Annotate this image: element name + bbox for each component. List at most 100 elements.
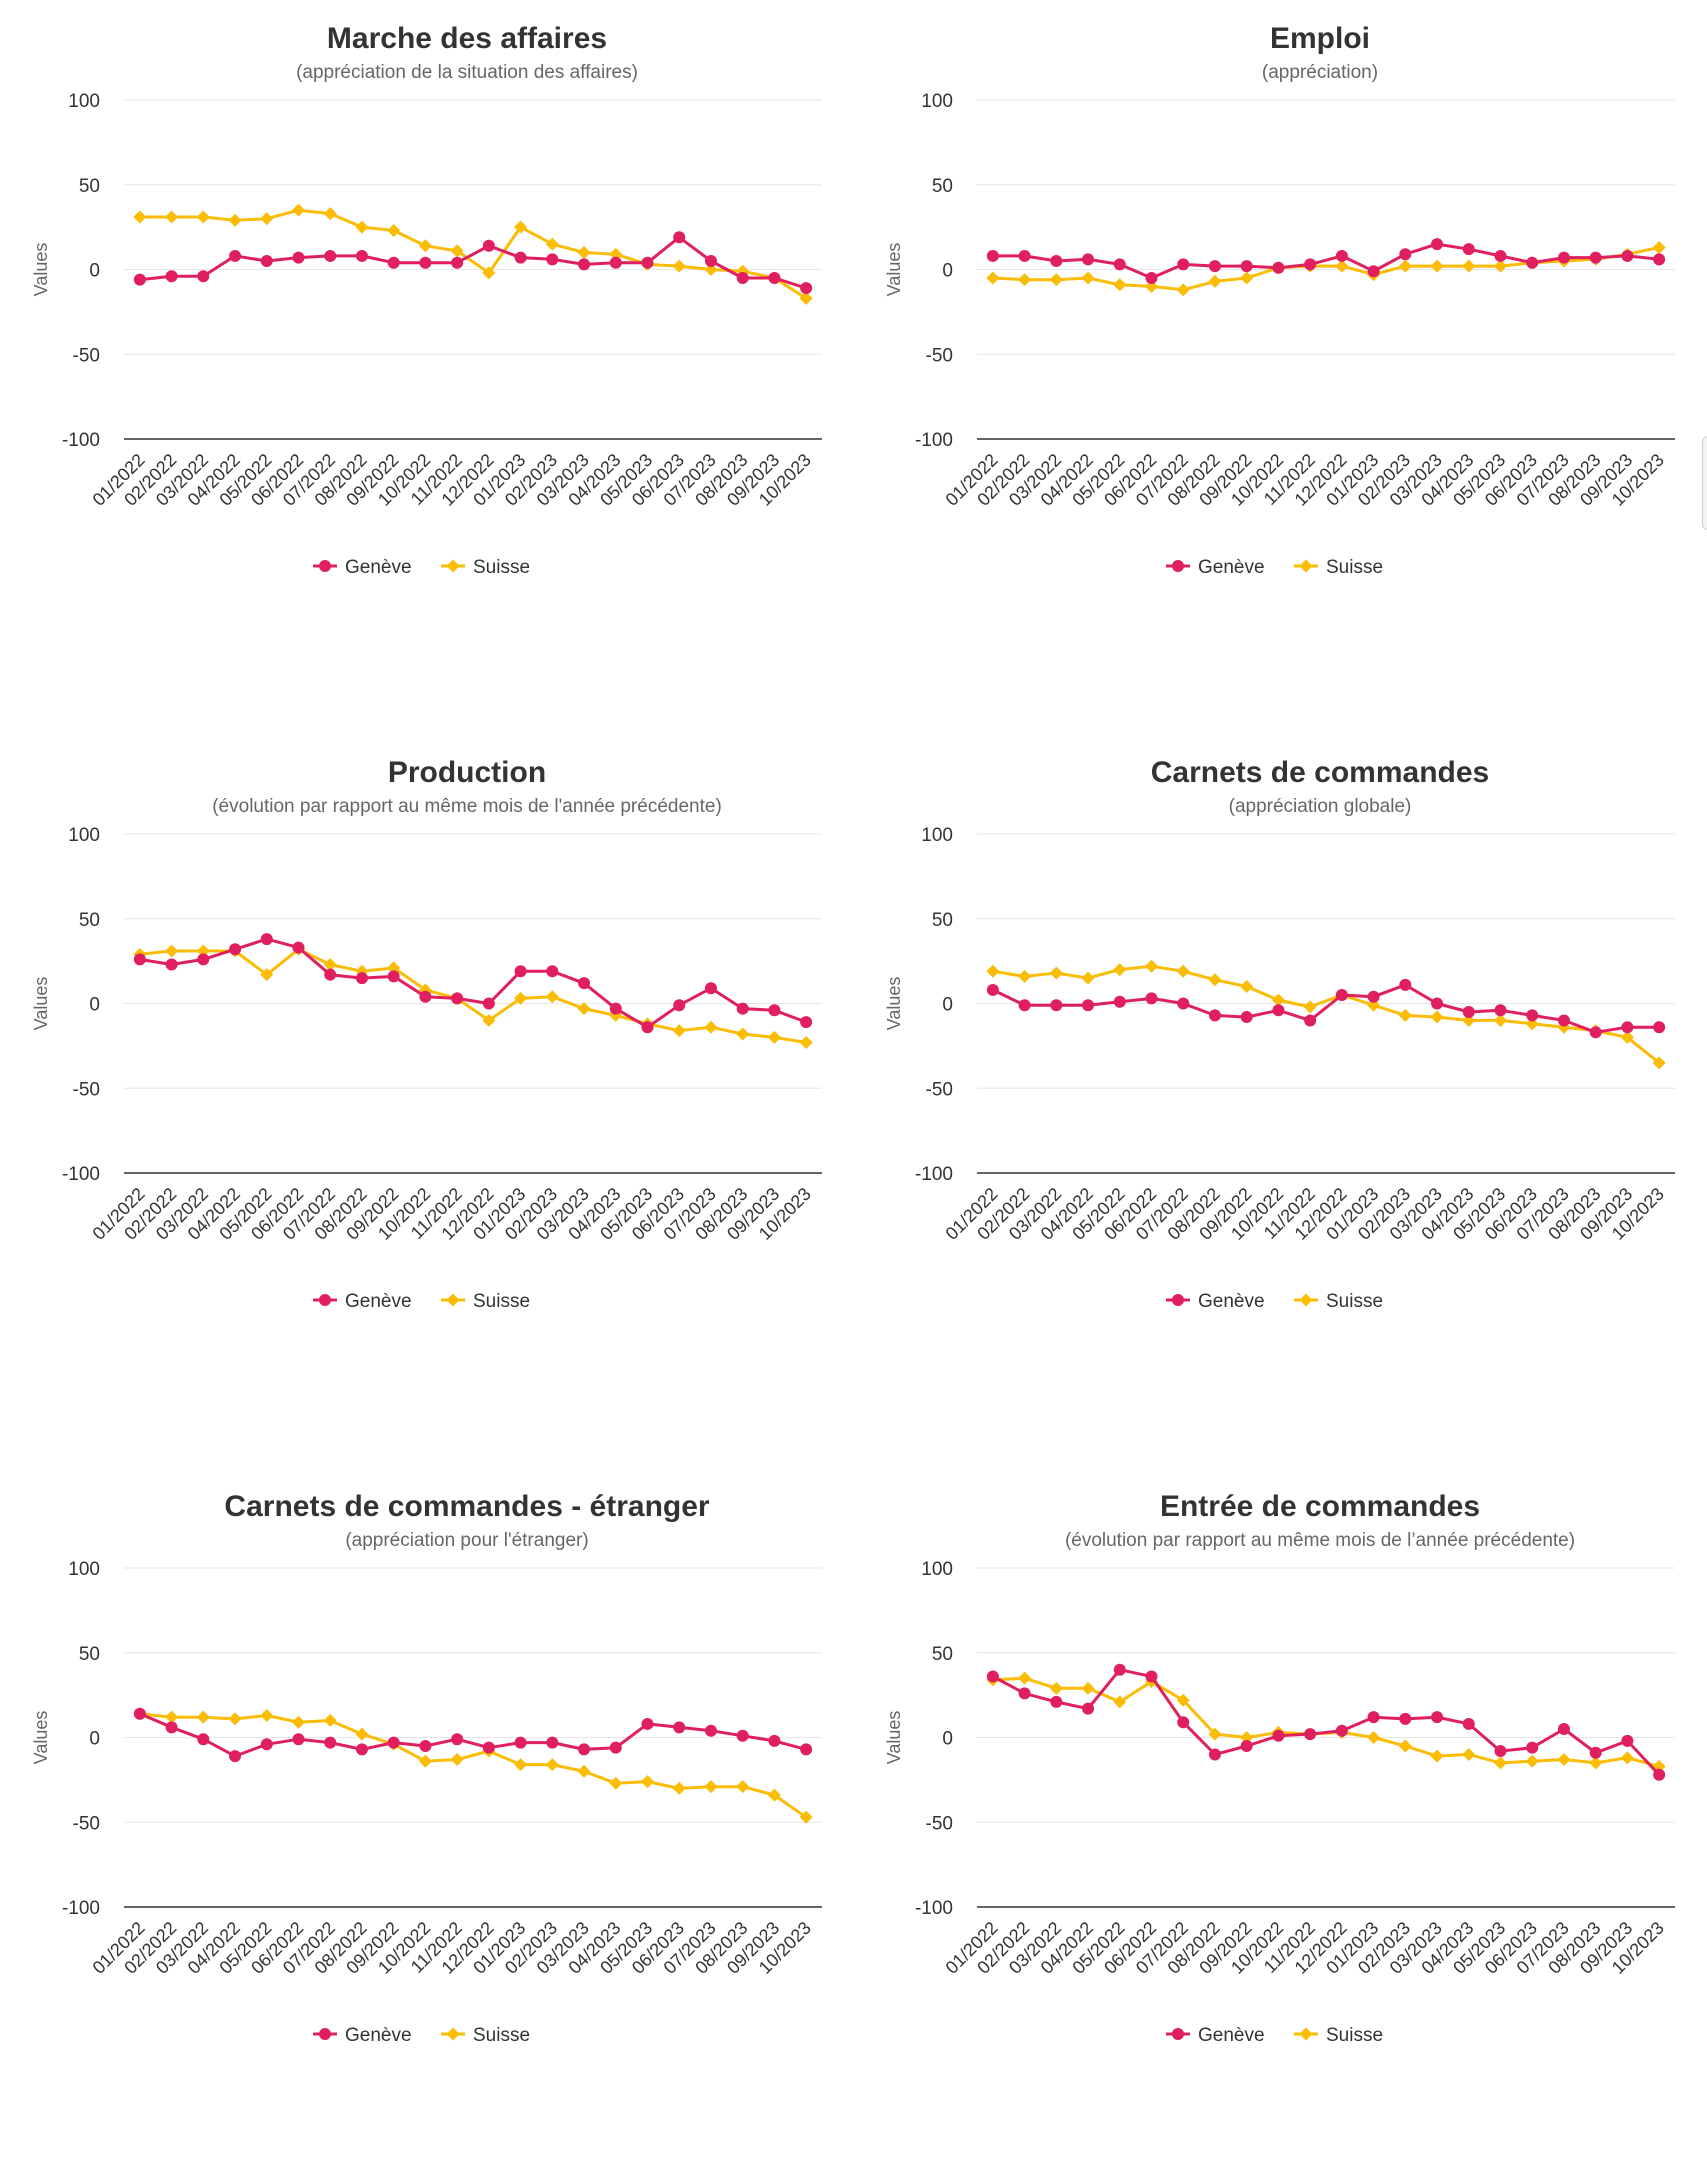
legend-item-geneve[interactable]: Genève — [313, 2025, 412, 2046]
data-point-suisse[interactable] — [1176, 964, 1190, 978]
data-point-geneve[interactable] — [1431, 238, 1444, 251]
data-point-geneve[interactable] — [641, 256, 654, 269]
data-point-suisse[interactable] — [482, 266, 496, 280]
data-point-suisse[interactable] — [1113, 1695, 1127, 1709]
data-point-suisse[interactable] — [1620, 1030, 1634, 1044]
data-point-geneve[interactable] — [1589, 1746, 1602, 1759]
data-point-geneve[interactable] — [387, 970, 400, 983]
data-point-suisse[interactable] — [228, 213, 242, 227]
data-point-suisse[interactable] — [672, 259, 686, 273]
data-point-geneve[interactable] — [482, 1741, 495, 1754]
data-point-geneve[interactable] — [133, 273, 146, 286]
data-point-geneve[interactable] — [229, 1750, 242, 1763]
data-point-geneve[interactable] — [1335, 1724, 1348, 1737]
data-point-geneve[interactable] — [1462, 243, 1475, 256]
data-point-geneve[interactable] — [1272, 1004, 1285, 1017]
data-point-suisse[interactable] — [418, 239, 432, 253]
data-point-geneve[interactable] — [704, 1724, 717, 1737]
data-point-suisse[interactable] — [545, 237, 559, 251]
data-point-suisse[interactable] — [799, 1810, 813, 1824]
data-point-suisse[interactable] — [260, 212, 274, 226]
data-point-suisse[interactable] — [1145, 279, 1158, 293]
data-point-suisse[interactable] — [165, 210, 179, 224]
data-point-geneve[interactable] — [133, 953, 146, 966]
data-point-suisse[interactable] — [1620, 1751, 1634, 1765]
data-point-suisse[interactable] — [641, 1775, 654, 1789]
legend-item-suisse[interactable]: Suisse — [441, 557, 530, 578]
data-point-geneve[interactable] — [1621, 249, 1634, 262]
data-point-geneve[interactable] — [482, 997, 495, 1010]
data-point-geneve[interactable] — [1653, 1021, 1666, 1034]
data-point-geneve[interactable] — [1082, 999, 1095, 1012]
data-point-suisse[interactable] — [545, 990, 559, 1004]
data-point-geneve[interactable] — [546, 253, 559, 266]
data-point-geneve[interactable] — [1526, 256, 1539, 269]
data-point-geneve[interactable] — [800, 282, 813, 295]
data-point-suisse[interactable] — [1176, 283, 1190, 297]
data-point-geneve[interactable] — [292, 941, 305, 954]
data-point-geneve[interactable] — [355, 249, 368, 262]
data-point-suisse[interactable] — [1652, 1056, 1666, 1070]
data-point-geneve[interactable] — [165, 1721, 178, 1734]
legend-item-geneve[interactable]: Genève — [1166, 557, 1265, 578]
data-point-geneve[interactable] — [578, 977, 591, 990]
data-point-suisse[interactable] — [165, 1710, 179, 1724]
data-point-suisse[interactable] — [1081, 271, 1095, 285]
data-point-suisse[interactable] — [1430, 1010, 1444, 1024]
data-point-geneve[interactable] — [514, 251, 527, 264]
data-point-suisse[interactable] — [704, 263, 718, 276]
data-point-geneve[interactable] — [1050, 1695, 1063, 1708]
data-point-suisse[interactable] — [1113, 963, 1127, 977]
data-point-suisse[interactable] — [1049, 273, 1063, 287]
data-point-geneve[interactable] — [1653, 1768, 1666, 1781]
data-point-geneve[interactable] — [1399, 1712, 1412, 1725]
data-point-geneve[interactable] — [292, 251, 305, 264]
data-point-suisse[interactable] — [1018, 1671, 1032, 1685]
data-point-suisse[interactable] — [450, 244, 464, 258]
data-point-suisse[interactable] — [387, 961, 401, 975]
data-point-geneve[interactable] — [260, 1738, 273, 1751]
data-point-suisse[interactable] — [228, 1712, 242, 1726]
data-point-suisse[interactable] — [1018, 969, 1032, 983]
data-point-suisse[interactable] — [704, 1020, 718, 1034]
data-point-suisse[interactable] — [609, 1776, 623, 1790]
data-point-suisse[interactable] — [1018, 273, 1032, 287]
data-point-suisse[interactable] — [260, 968, 274, 982]
data-point-suisse[interactable] — [418, 1754, 432, 1768]
data-point-geneve[interactable] — [986, 249, 999, 262]
data-point-geneve[interactable] — [419, 990, 432, 1003]
data-point-suisse[interactable] — [1525, 1017, 1539, 1031]
data-point-geneve[interactable] — [673, 231, 686, 244]
data-point-suisse[interactable] — [1240, 1731, 1254, 1744]
data-point-geneve[interactable] — [1272, 1729, 1285, 1742]
data-point-suisse[interactable] — [323, 958, 337, 972]
data-point-geneve[interactable] — [768, 1734, 781, 1747]
data-point-geneve[interactable] — [1526, 1009, 1539, 1022]
data-point-geneve[interactable] — [482, 239, 495, 252]
data-point-geneve[interactable] — [609, 256, 622, 269]
data-point-geneve[interactable] — [578, 258, 591, 271]
legend-item-geneve[interactable]: Genève — [313, 557, 412, 578]
data-point-suisse[interactable] — [736, 1780, 750, 1794]
data-point-suisse[interactable] — [986, 964, 1000, 978]
data-point-geneve[interactable] — [1494, 249, 1507, 262]
data-point-geneve[interactable] — [1462, 1717, 1475, 1730]
data-point-geneve[interactable] — [1399, 248, 1412, 261]
data-point-geneve[interactable] — [1018, 249, 1031, 262]
data-point-geneve[interactable] — [1018, 1687, 1031, 1700]
data-point-suisse[interactable] — [545, 1758, 559, 1772]
data-point-geneve[interactable] — [324, 1736, 337, 1749]
data-point-suisse[interactable] — [323, 207, 337, 221]
data-point-geneve[interactable] — [1240, 1011, 1253, 1024]
data-point-geneve[interactable] — [260, 255, 273, 268]
legend-item-suisse[interactable]: Suisse — [1294, 2025, 1383, 2046]
data-point-suisse[interactable] — [577, 246, 591, 260]
data-point-geneve[interactable] — [1145, 992, 1158, 1005]
data-point-geneve[interactable] — [197, 953, 210, 966]
data-point-suisse[interactable] — [1049, 966, 1063, 980]
data-point-geneve[interactable] — [1082, 1702, 1095, 1715]
data-point-geneve[interactable] — [704, 255, 717, 268]
data-point-geneve[interactable] — [1367, 1711, 1380, 1724]
data-point-geneve[interactable] — [419, 1739, 432, 1752]
data-point-geneve[interactable] — [1367, 990, 1380, 1003]
